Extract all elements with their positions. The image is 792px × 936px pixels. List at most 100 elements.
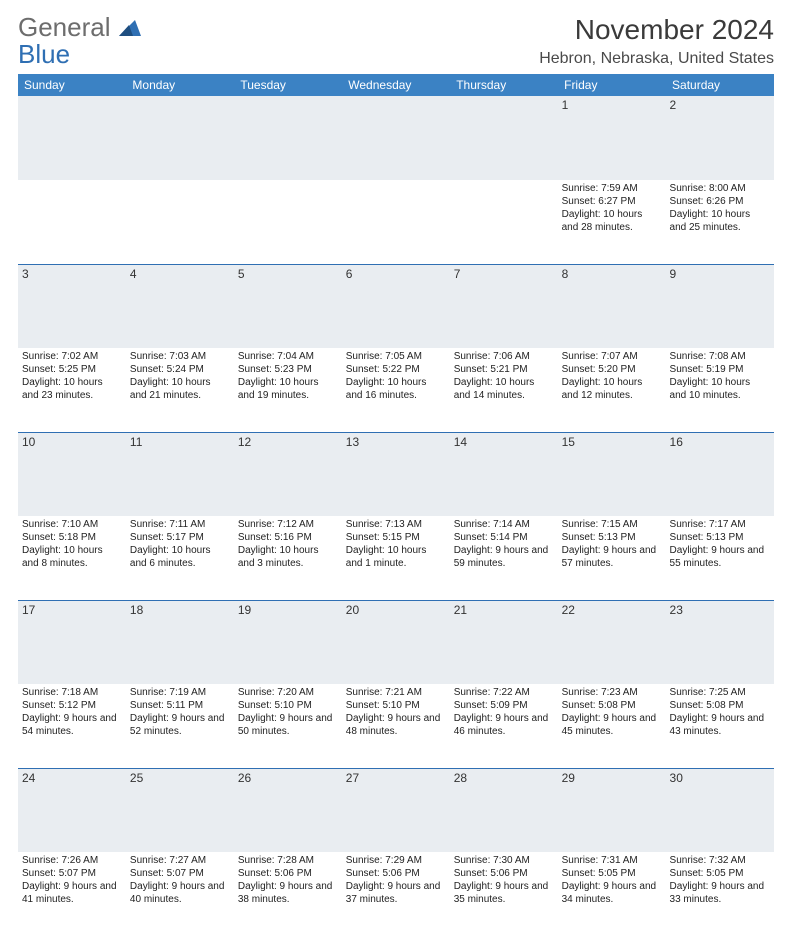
detail-sunset: Sunset: 5:22 PM (346, 363, 446, 376)
detail-daylight: Daylight: 9 hours and 35 minutes. (454, 880, 554, 906)
detail-sunrise: Sunrise: 7:29 AM (346, 854, 446, 867)
header: General Blue November 2024 Hebron, Nebra… (18, 14, 774, 68)
weekday-header: Sunday (18, 74, 126, 96)
day-number: 5 (238, 267, 245, 281)
day-number: 30 (670, 771, 683, 785)
daynum-cell: 23 (666, 600, 774, 684)
daynum-row: 3456789 (18, 264, 774, 348)
detail-cell: Sunrise: 7:12 AMSunset: 5:16 PMDaylight:… (234, 516, 342, 600)
daynum-cell (450, 96, 558, 180)
detail-daylight: Daylight: 10 hours and 14 minutes. (454, 376, 554, 402)
daynum-cell: 25 (126, 768, 234, 852)
detail-daylight: Daylight: 9 hours and 55 minutes. (670, 544, 770, 570)
day-number: 15 (562, 435, 575, 449)
detail-row: Sunrise: 7:26 AMSunset: 5:07 PMDaylight:… (18, 852, 774, 936)
day-number: 2 (670, 98, 677, 112)
daynum-cell: 1 (558, 96, 666, 180)
detail-sunrise: Sunrise: 7:08 AM (670, 350, 770, 363)
day-number: 1 (562, 98, 569, 112)
daynum-cell: 14 (450, 432, 558, 516)
detail-cell (342, 180, 450, 264)
detail-cell: Sunrise: 7:32 AMSunset: 5:05 PMDaylight:… (666, 852, 774, 936)
day-number: 3 (22, 267, 29, 281)
daynum-row: 17181920212223 (18, 600, 774, 684)
detail-sunrise: Sunrise: 7:22 AM (454, 686, 554, 699)
detail-daylight: Daylight: 9 hours and 43 minutes. (670, 712, 770, 738)
day-number: 20 (346, 603, 359, 617)
day-number: 11 (130, 435, 142, 449)
detail-cell: Sunrise: 7:06 AMSunset: 5:21 PMDaylight:… (450, 348, 558, 432)
detail-sunrise: Sunrise: 7:23 AM (562, 686, 662, 699)
detail-cell: Sunrise: 7:02 AMSunset: 5:25 PMDaylight:… (18, 348, 126, 432)
daynum-cell: 20 (342, 600, 450, 684)
detail-sunset: Sunset: 5:11 PM (130, 699, 230, 712)
detail-daylight: Daylight: 9 hours and 50 minutes. (238, 712, 338, 738)
detail-daylight: Daylight: 9 hours and 33 minutes. (670, 880, 770, 906)
detail-daylight: Daylight: 9 hours and 59 minutes. (454, 544, 554, 570)
day-number: 14 (454, 435, 467, 449)
detail-sunset: Sunset: 5:08 PM (562, 699, 662, 712)
daynum-cell: 16 (666, 432, 774, 516)
detail-sunset: Sunset: 6:27 PM (562, 195, 662, 208)
detail-cell: Sunrise: 8:00 AMSunset: 6:26 PMDaylight:… (666, 180, 774, 264)
detail-sunrise: Sunrise: 7:14 AM (454, 518, 554, 531)
detail-cell: Sunrise: 7:19 AMSunset: 5:11 PMDaylight:… (126, 684, 234, 768)
day-number: 7 (454, 267, 461, 281)
detail-sunset: Sunset: 5:14 PM (454, 531, 554, 544)
detail-sunset: Sunset: 5:10 PM (346, 699, 446, 712)
daynum-cell: 26 (234, 768, 342, 852)
daynum-cell: 27 (342, 768, 450, 852)
daynum-cell: 8 (558, 264, 666, 348)
detail-sunrise: Sunrise: 7:12 AM (238, 518, 338, 531)
detail-sunrise: Sunrise: 7:15 AM (562, 518, 662, 531)
logo-word2: Blue (18, 39, 70, 69)
detail-daylight: Daylight: 9 hours and 48 minutes. (346, 712, 446, 738)
detail-sunrise: Sunrise: 7:59 AM (562, 182, 662, 195)
detail-daylight: Daylight: 10 hours and 8 minutes. (22, 544, 122, 570)
daynum-cell (126, 96, 234, 180)
detail-cell: Sunrise: 7:23 AMSunset: 5:08 PMDaylight:… (558, 684, 666, 768)
detail-cell: Sunrise: 7:05 AMSunset: 5:22 PMDaylight:… (342, 348, 450, 432)
detail-sunset: Sunset: 5:07 PM (130, 867, 230, 880)
detail-daylight: Daylight: 10 hours and 1 minute. (346, 544, 446, 570)
daynum-cell (342, 96, 450, 180)
detail-sunset: Sunset: 5:09 PM (454, 699, 554, 712)
detail-daylight: Daylight: 9 hours and 54 minutes. (22, 712, 122, 738)
detail-daylight: Daylight: 9 hours and 46 minutes. (454, 712, 554, 738)
detail-sunrise: Sunrise: 7:19 AM (130, 686, 230, 699)
detail-cell: Sunrise: 7:25 AMSunset: 5:08 PMDaylight:… (666, 684, 774, 768)
detail-sunrise: Sunrise: 7:05 AM (346, 350, 446, 363)
month-title: November 2024 (539, 14, 774, 46)
day-number: 24 (22, 771, 35, 785)
daynum-cell: 19 (234, 600, 342, 684)
detail-daylight: Daylight: 10 hours and 16 minutes. (346, 376, 446, 402)
detail-sunrise: Sunrise: 7:11 AM (130, 518, 230, 531)
detail-sunrise: Sunrise: 7:32 AM (670, 854, 770, 867)
detail-row: Sunrise: 7:59 AMSunset: 6:27 PMDaylight:… (18, 180, 774, 264)
detail-daylight: Daylight: 9 hours and 34 minutes. (562, 880, 662, 906)
detail-daylight: Daylight: 10 hours and 21 minutes. (130, 376, 230, 402)
daynum-cell: 17 (18, 600, 126, 684)
logo-word1: General (18, 12, 111, 42)
daynum-cell: 11 (126, 432, 234, 516)
day-number: 17 (22, 603, 35, 617)
daynum-cell: 13 (342, 432, 450, 516)
daynum-cell: 18 (126, 600, 234, 684)
day-number: 4 (130, 267, 137, 281)
detail-sunset: Sunset: 5:07 PM (22, 867, 122, 880)
detail-cell: Sunrise: 7:04 AMSunset: 5:23 PMDaylight:… (234, 348, 342, 432)
weekday-header: Thursday (450, 74, 558, 96)
detail-sunset: Sunset: 5:13 PM (670, 531, 770, 544)
daynum-cell: 28 (450, 768, 558, 852)
detail-cell: Sunrise: 7:10 AMSunset: 5:18 PMDaylight:… (18, 516, 126, 600)
detail-cell: Sunrise: 7:31 AMSunset: 5:05 PMDaylight:… (558, 852, 666, 936)
detail-cell: Sunrise: 7:14 AMSunset: 5:14 PMDaylight:… (450, 516, 558, 600)
day-number: 18 (130, 603, 143, 617)
detail-sunrise: Sunrise: 7:07 AM (562, 350, 662, 363)
daynum-cell: 24 (18, 768, 126, 852)
detail-sunset: Sunset: 5:20 PM (562, 363, 662, 376)
detail-row: Sunrise: 7:02 AMSunset: 5:25 PMDaylight:… (18, 348, 774, 432)
day-number: 28 (454, 771, 467, 785)
daynum-cell: 15 (558, 432, 666, 516)
detail-daylight: Daylight: 9 hours and 57 minutes. (562, 544, 662, 570)
